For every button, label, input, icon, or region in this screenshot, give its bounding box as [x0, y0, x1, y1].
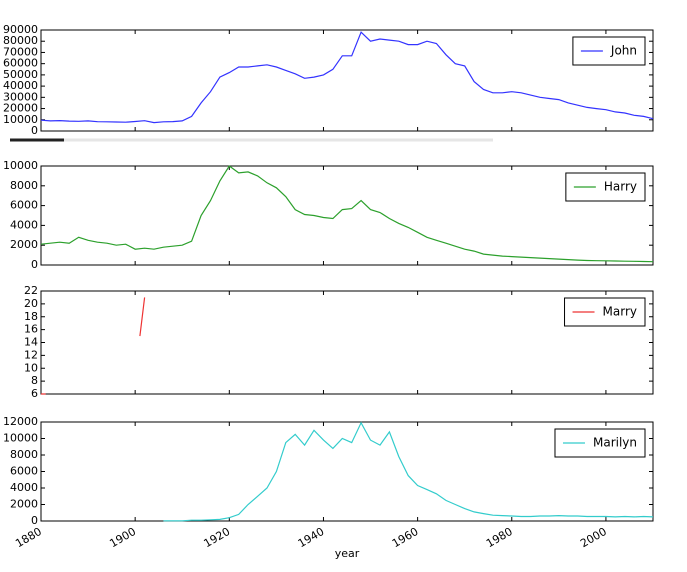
x-axis-label: year — [335, 547, 360, 560]
y-tick-label: 70000 — [3, 45, 38, 58]
y-tick-label: 60000 — [3, 57, 38, 70]
y-tick-label: 10000 — [3, 432, 38, 445]
plot-frame — [40, 290, 654, 395]
y-tick-label: 10000 — [3, 113, 38, 126]
data-line — [40, 165, 654, 263]
data-line — [163, 421, 654, 522]
y-tick-label: 2000 — [10, 238, 38, 251]
legend-box — [564, 297, 646, 327]
plot-frame — [40, 29, 654, 132]
y-tick-label: 4000 — [10, 481, 38, 494]
y-tick-label: 40000 — [3, 79, 38, 92]
x-tick-label: 1940 — [296, 525, 327, 550]
y-tick-label: 20000 — [3, 102, 38, 115]
y-tick-label: 0 — [31, 514, 38, 527]
x-tick-label: 1980 — [484, 525, 515, 550]
y-tick-label: 20 — [24, 297, 38, 310]
y-tick-label: 50000 — [3, 68, 38, 81]
x-tick-label: 2000 — [578, 525, 609, 550]
y-tick-label: 16 — [24, 323, 38, 336]
y-tick-label: 8000 — [10, 179, 38, 192]
y-tick-label: 30000 — [3, 90, 38, 103]
y-tick-label: 10 — [24, 361, 38, 374]
x-tick-label: 1880 — [13, 525, 44, 550]
y-tick-label: 0 — [31, 258, 38, 271]
y-tick-label: 4000 — [10, 218, 38, 231]
data-line — [40, 31, 654, 124]
y-tick-label: 80000 — [3, 34, 38, 47]
x-tick-label: 1960 — [390, 525, 421, 550]
y-tick-label: 6000 — [10, 465, 38, 478]
legend-label: Harry — [604, 180, 637, 194]
plot-frame — [40, 165, 654, 266]
legend-label: John — [610, 44, 637, 58]
y-tick-label: 14 — [24, 336, 38, 349]
y-tick-label: 90000 — [3, 23, 38, 36]
y-tick-label: 2000 — [10, 498, 38, 511]
y-tick-label: 12 — [24, 348, 38, 361]
legend-label: Marilyn — [593, 436, 637, 450]
y-tick-label: 12000 — [3, 415, 38, 428]
y-tick-label: 8 — [31, 374, 38, 387]
y-tick-label: 22 — [24, 284, 38, 297]
y-tick-label: 0 — [31, 124, 38, 137]
legend-label: Marry — [603, 305, 637, 319]
y-tick-label: 6 — [31, 387, 38, 400]
x-tick-label: 1900 — [107, 525, 138, 550]
y-tick-label: 10000 — [3, 159, 38, 172]
y-tick-label: 6000 — [10, 199, 38, 212]
x-tick-label: 1920 — [202, 525, 233, 550]
data-line — [41, 297, 146, 395]
y-tick-label: 8000 — [10, 448, 38, 461]
y-tick-label: 18 — [24, 310, 38, 323]
